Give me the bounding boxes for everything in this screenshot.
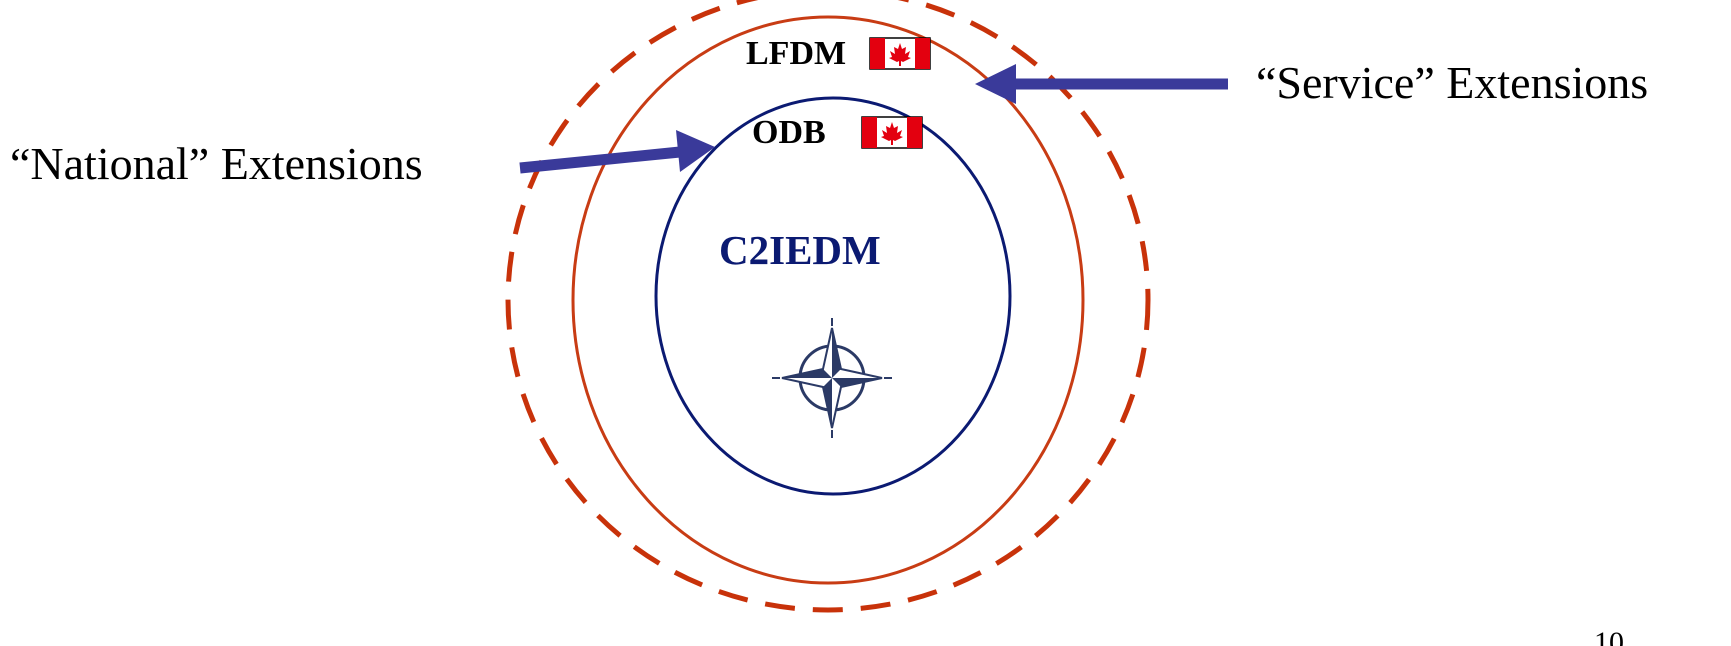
c2iedm-label: C2IEDM xyxy=(719,227,881,273)
service-extensions-label: “Service” Extensions xyxy=(1256,57,1649,108)
national-extensions-arrow xyxy=(519,130,715,174)
lfdm-label: LFDM xyxy=(746,35,847,72)
page-number: 10 xyxy=(1594,626,1624,646)
national-extensions-label: “National” Extensions xyxy=(10,138,423,189)
odb-label: ODB xyxy=(752,114,826,151)
lfdm-ring xyxy=(505,0,1151,613)
odb-ring xyxy=(571,15,1085,585)
canada-flag-icon xyxy=(861,116,923,149)
canada-flag-icon xyxy=(869,37,931,70)
service-extensions-arrow xyxy=(975,64,1228,104)
nato-compass-rose-icon xyxy=(772,318,892,438)
c2iedm-ring xyxy=(654,96,1012,496)
